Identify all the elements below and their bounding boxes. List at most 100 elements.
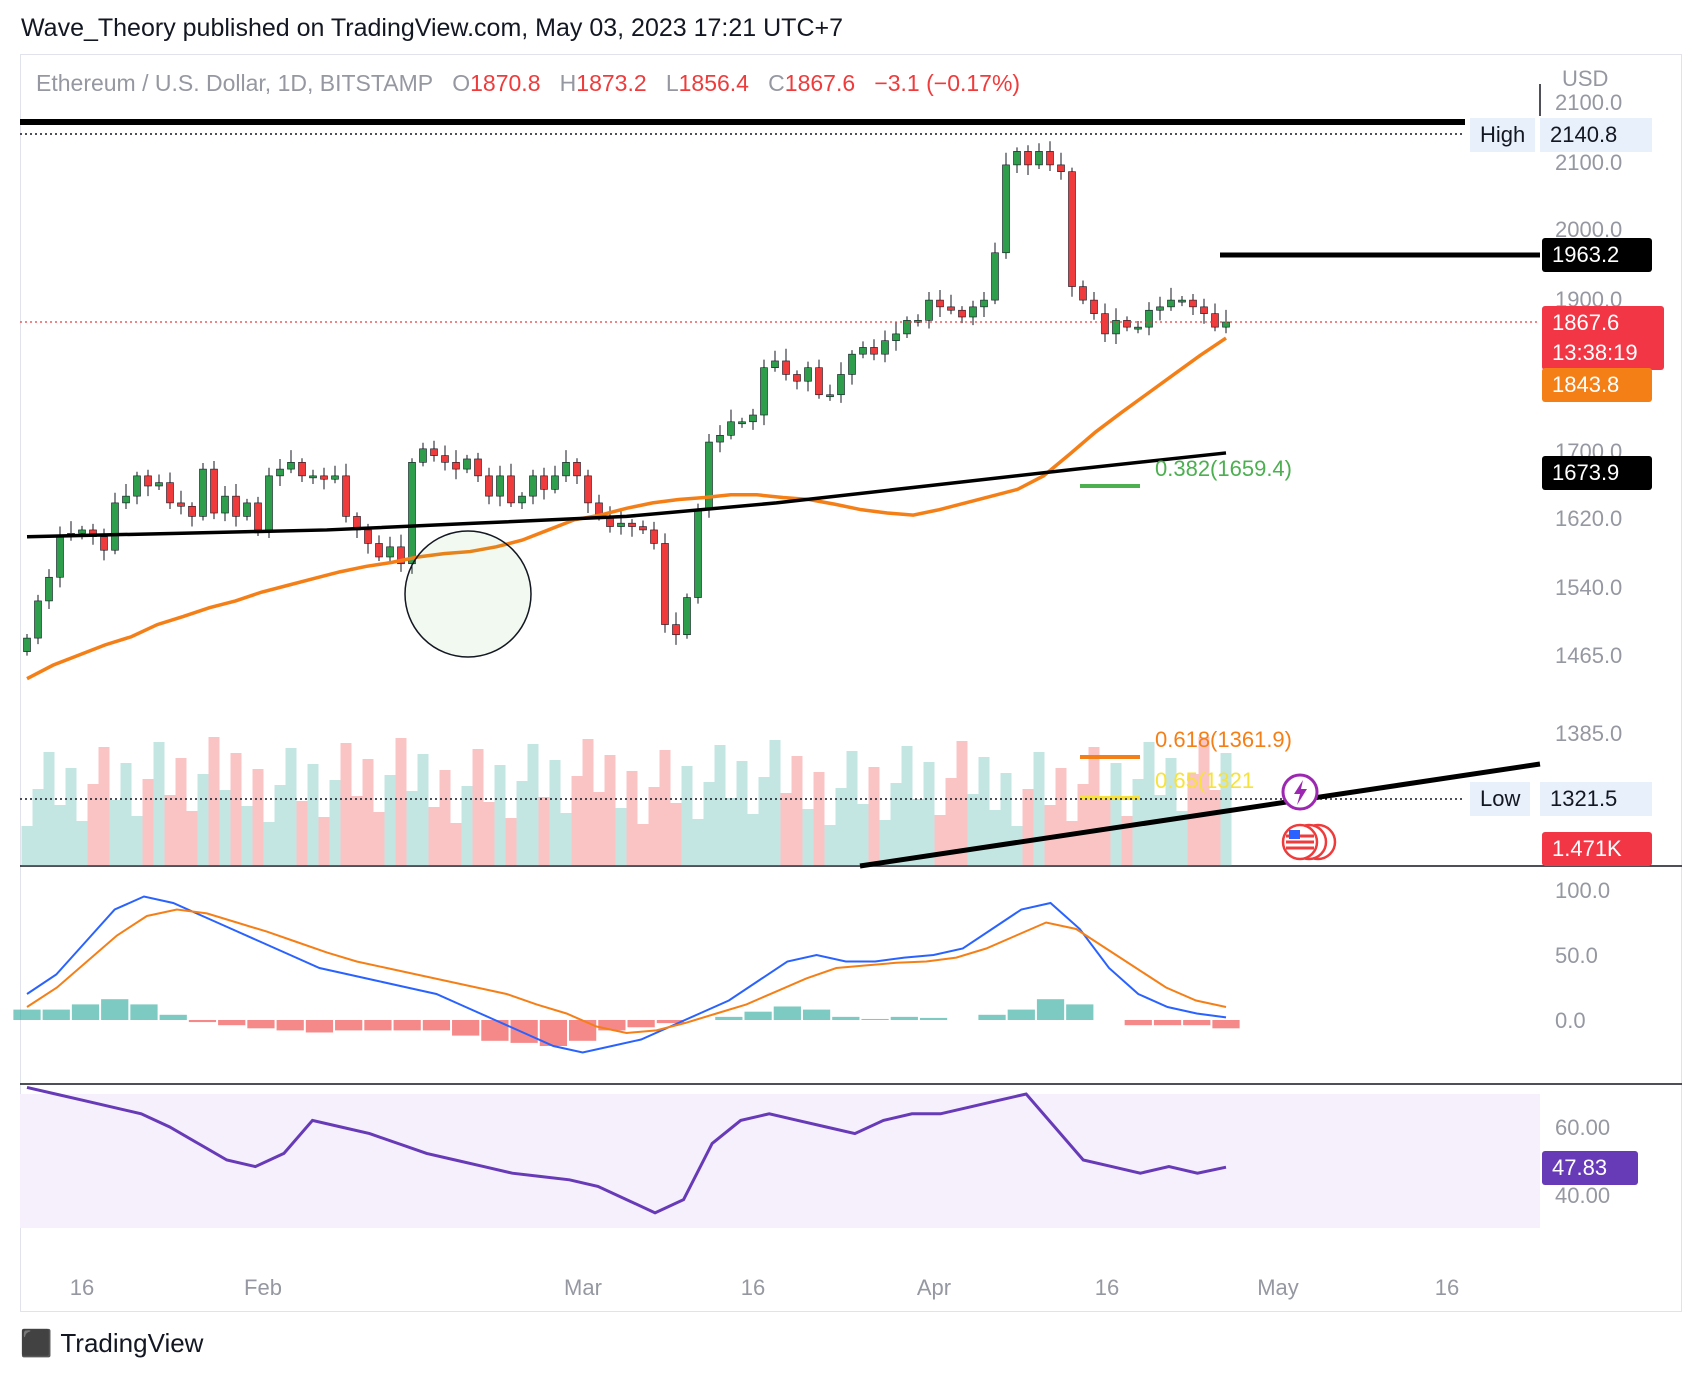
bullish-candle [562, 462, 570, 477]
bearish-candle [298, 462, 306, 477]
us-flag-events-icon[interactable] [1281, 823, 1337, 861]
bearish-candle [320, 475, 328, 480]
macd-histogram-bar [481, 1020, 509, 1041]
volume-bar [714, 745, 726, 866]
volume-bar [692, 819, 704, 866]
circle-annotation[interactable] [404, 530, 532, 658]
bearish-candle [672, 624, 680, 636]
volume-bar [351, 796, 363, 866]
macd-histogram-bar [305, 1020, 334, 1033]
bullish-candle [683, 597, 691, 636]
bullish-candle [45, 576, 53, 602]
bullish-candle [925, 299, 933, 321]
time-tick-label: May [1257, 1275, 1299, 1300]
macd-histogram-bar [364, 1020, 392, 1031]
bullish-candle [221, 495, 229, 514]
volume-bar [186, 811, 198, 866]
rising-trendline[interactable] [859, 761, 1541, 869]
volume-bar [967, 794, 979, 866]
signal-line [26, 908, 1227, 1035]
brand-name[interactable]: TradingView [60, 1328, 204, 1358]
volume-bar [637, 824, 649, 866]
macd-histogram-bar [832, 1016, 860, 1020]
volume-bar [142, 779, 154, 866]
bullish-candle [155, 482, 163, 487]
macd-layer [13, 895, 1240, 1054]
time-tick-label: 16 [70, 1275, 94, 1300]
volume-bar [340, 743, 352, 866]
low-value-tag: 1321.5 [1540, 782, 1652, 816]
volume-tag: 1.471K [1542, 832, 1652, 866]
volume-bar [1077, 784, 1089, 866]
bullish-candle [617, 522, 625, 527]
bullish-candle [991, 252, 999, 301]
macd-histogram-bar [335, 1020, 363, 1031]
bullish-candle [408, 462, 416, 565]
volume-bar [494, 765, 506, 866]
bearish-candle [1101, 313, 1109, 335]
bullish-candle [1013, 151, 1021, 166]
bullish-candle [771, 360, 779, 368]
bearish-candle [342, 475, 350, 517]
bullish-candle [265, 475, 273, 531]
symbol-name[interactable]: Ethereum / U.S. Dollar, 1D, BITSTAMP [36, 70, 434, 96]
macd-histogram-bar [510, 1020, 538, 1043]
bearish-candle [661, 543, 669, 625]
macd-histogram-bar [247, 1020, 275, 1029]
bearish-candle [1189, 299, 1197, 308]
price-tick-label: 2000.0 [1555, 217, 1622, 242]
volume-bar [593, 792, 605, 866]
price-tick-label: 1540.0 [1555, 575, 1622, 600]
bullish-candle [749, 414, 757, 423]
volume-bar [703, 782, 715, 866]
bullish-candle [694, 509, 702, 598]
volume-bar [318, 817, 330, 866]
bearish-candle [793, 374, 801, 382]
volume-bar [670, 803, 682, 866]
bearish-candle [1123, 320, 1131, 328]
ema-tag: 1843.8 [1542, 368, 1652, 402]
volume-bar [879, 820, 891, 866]
volume-bar [516, 781, 528, 866]
volume-bar [1088, 747, 1100, 866]
bullish-candle [1156, 306, 1164, 311]
lightning-event-icon[interactable] [1281, 773, 1319, 811]
time-tick-label: 16 [1435, 1275, 1459, 1300]
publisher-line: Wave_Theory published on TradingView.com… [21, 14, 843, 42]
bullish-candle [760, 367, 768, 416]
macd-histogram-bar [393, 1020, 421, 1031]
rsi-line [26, 1085, 1227, 1215]
bearish-candle [782, 360, 790, 375]
bullish-candle [133, 475, 141, 497]
macd-histogram-bar [101, 999, 129, 1020]
macd-tick-label: 100.0 [1555, 878, 1610, 903]
volume-bar [1110, 763, 1122, 866]
low-value: 1856.4 [678, 70, 749, 96]
bullish-candle [419, 448, 427, 463]
bullish-candle [496, 475, 504, 497]
bullish-candle [111, 502, 119, 551]
volume-bar [1187, 774, 1199, 866]
volume-bar [252, 769, 264, 866]
bullish-candle [804, 367, 812, 382]
volume-bar [681, 766, 693, 866]
volume-bar [945, 778, 957, 866]
volume-bar [901, 746, 913, 866]
macd-histogram-bar [1183, 1020, 1211, 1026]
countdown-value: 13:38:19 [1552, 340, 1638, 365]
bearish-candle [1046, 151, 1054, 166]
price-tick-label: 1620.0 [1555, 506, 1622, 531]
price-tick-label: 2100.0 [1555, 150, 1622, 175]
volume-bar [164, 795, 176, 866]
volume-bar [758, 777, 770, 866]
time-tick-label: 16 [1095, 1275, 1119, 1300]
time-tick-label: 16 [741, 1275, 765, 1300]
volume-bar [417, 754, 429, 866]
volume-bar [1000, 773, 1012, 866]
bearish-candle [815, 367, 823, 396]
tradingview-logo-icon[interactable]: ⬛ [20, 1328, 52, 1358]
bearish-candle [1200, 306, 1208, 314]
ohlc-legend: Ethereum / U.S. Dollar, 1D, BITSTAMP O18… [36, 70, 1021, 96]
open-value: 1870.8 [470, 70, 541, 96]
